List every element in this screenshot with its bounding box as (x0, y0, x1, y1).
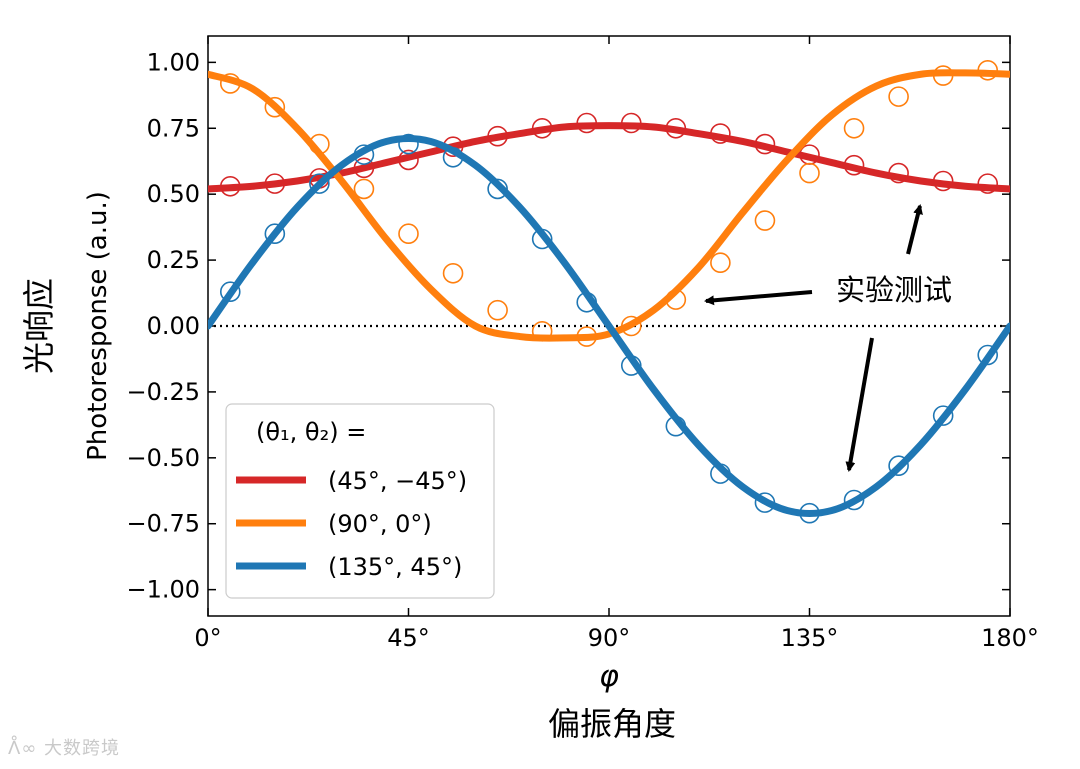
data-point-red (932, 170, 954, 192)
data-point-blue (398, 133, 419, 155)
data-point-red (620, 112, 642, 134)
data-point-red (353, 157, 375, 179)
series-red (208, 112, 1010, 197)
x-tick-label: 90° (588, 624, 631, 652)
y-tick-label: −0.25 (126, 378, 200, 406)
y-tick-label: −0.75 (126, 510, 200, 538)
data-point-blue (487, 178, 508, 200)
data-point-orange (620, 315, 642, 337)
x-tick-label: 180° (981, 624, 1039, 652)
data-point-red (888, 162, 909, 184)
data-point-red (219, 175, 241, 197)
data-point-red (665, 117, 687, 139)
watermark-logo-icon: ᐰ∞ (8, 738, 45, 759)
data-point-orange (309, 133, 330, 155)
data-point-orange (754, 210, 776, 231)
y-tick-label: 0.75 (147, 114, 200, 142)
annotation-arrow-blue (845, 337, 874, 472)
x-tick-label: 45° (387, 624, 430, 652)
legend-box (225, 403, 495, 599)
data-point-blue (531, 228, 553, 250)
annotation-arrow-orange (704, 290, 813, 306)
series-blue (208, 133, 1010, 524)
y-axis-title: Photoresponse (a.u.) (83, 191, 113, 461)
annotation-arrow-red (906, 204, 923, 255)
data-point-orange (665, 289, 687, 310)
y-axis-title-cn: 光响应 (20, 278, 58, 374)
fit-line-blue (208, 134, 1010, 518)
data-point-red (487, 125, 508, 147)
data-point-blue (442, 146, 464, 168)
legend: (θ₁, θ₂) = (45°, −45°) (90°, 0°) (135°, 45… (225, 403, 495, 599)
data-point-orange (576, 326, 598, 347)
data-point-orange (398, 223, 419, 245)
data-point-red (531, 117, 553, 139)
series-layer (208, 59, 1010, 524)
data-point-orange (219, 73, 241, 94)
data-point-red (576, 112, 598, 134)
fit-line-red (208, 122, 1010, 193)
y-tick-label: −0.50 (126, 444, 200, 472)
data-point-blue (799, 502, 820, 524)
data-point-blue (665, 415, 687, 437)
x-tick-label: 0° (194, 624, 221, 652)
y-tick-label: 0.25 (147, 246, 200, 274)
data-point-blue (977, 344, 999, 366)
watermark-text: 大数跨境 (44, 738, 121, 759)
data-point-orange (888, 86, 909, 107)
data-point-orange (264, 96, 286, 118)
data-point-blue (843, 489, 865, 511)
data-point-blue (353, 144, 375, 165)
data-point-blue (932, 405, 954, 426)
data-point-blue (219, 281, 241, 303)
data-point-blue (620, 355, 642, 376)
y-tick-label: −1.00 (126, 576, 200, 604)
data-point-blue (576, 291, 598, 313)
data-point-orange (531, 320, 553, 342)
y-tick-label: 0.50 (147, 180, 200, 208)
watermark: ᐰ∞ 大数跨境 (8, 734, 120, 760)
annotation-label: 实验测试 (836, 273, 952, 307)
data-point-red (710, 123, 731, 144)
data-point-orange (932, 65, 954, 86)
data-point-orange (843, 117, 865, 139)
fit-line-orange (208, 69, 1010, 342)
legend-entries: (45°, −45°) (90°, 0°) (135°, 45°) (236, 467, 467, 581)
data-point-red (398, 149, 419, 171)
data-point-orange (442, 262, 464, 284)
series-orange (208, 59, 1010, 347)
legend-title: (θ₁, θ₂) = (256, 418, 366, 446)
x-tick-label: 135° (781, 624, 839, 652)
data-point-blue (264, 223, 286, 245)
data-point-orange (710, 252, 731, 274)
data-point-blue (888, 455, 909, 477)
legend-label-orange: (90°, 0°) (328, 510, 432, 538)
data-point-orange (799, 162, 820, 184)
data-point-red (977, 173, 999, 194)
axis-ticks: 0° 45° 90° 135° 180° 1.00 0.75 0.50 0.25 0.00 −0.2… (126, 36, 1039, 652)
data-point-red (843, 154, 865, 176)
legend-label-blue: (135°, 45°) (328, 553, 462, 581)
legend-label-red: (45°, −45°) (328, 467, 467, 495)
data-point-red (264, 173, 286, 194)
data-point-orange (353, 178, 375, 200)
data-point-blue (754, 492, 776, 513)
data-point-blue (309, 173, 330, 194)
data-point-orange (487, 299, 508, 321)
data-point-blue (710, 463, 731, 484)
x-axis-symbol: φ (599, 659, 619, 694)
y-tick-label: 0.00 (147, 312, 200, 340)
data-point-red (754, 133, 776, 155)
data-point-orange (977, 59, 999, 81)
y-tick-label: 1.00 (147, 48, 200, 76)
x-axis-title: 偏振角度 (548, 705, 676, 743)
